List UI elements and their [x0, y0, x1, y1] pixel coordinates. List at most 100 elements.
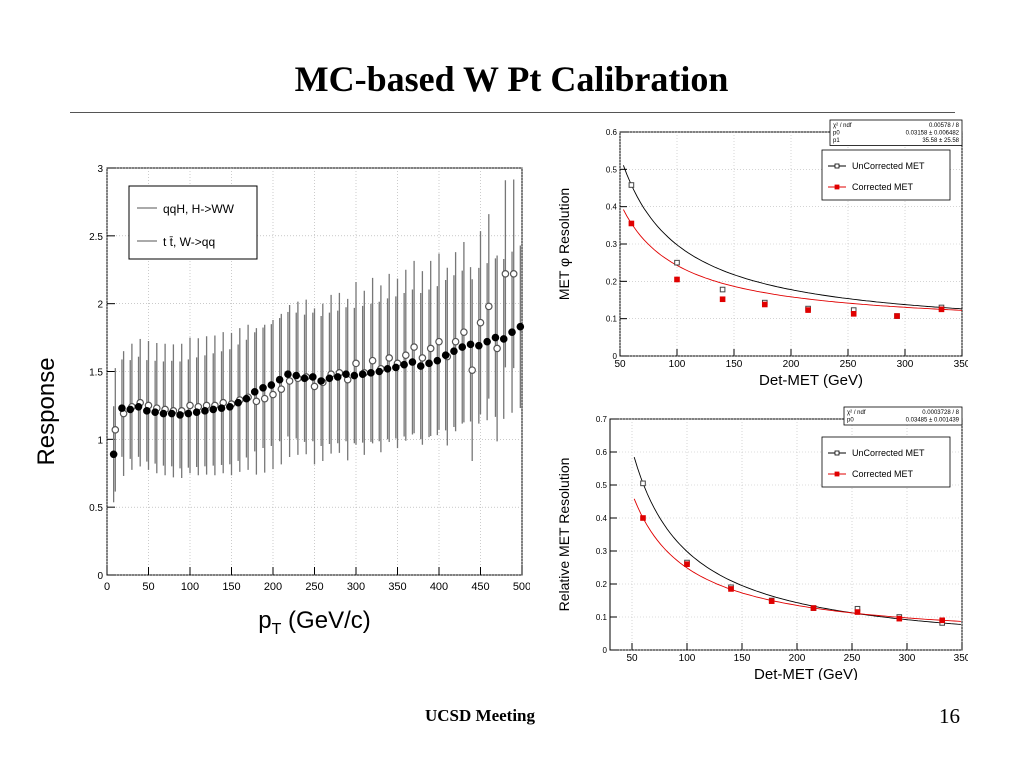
x-tick-label: 150	[222, 581, 240, 593]
fit-curve	[622, 165, 963, 310]
data-point-ttbar	[350, 371, 359, 380]
y-tick-label: 0.6	[596, 448, 608, 457]
y-tick-label: 0.4	[606, 203, 618, 212]
legend-label: Corrected MET	[852, 469, 914, 479]
data-point-ttbar	[508, 328, 516, 336]
x-tick-label: 200	[264, 581, 282, 593]
x-tick-label: 300	[897, 359, 914, 370]
data-point-ttbar	[309, 373, 317, 381]
data-point-qqh	[385, 354, 394, 362]
x-axis-label: Det-MET (GeV)	[754, 666, 858, 680]
y-tick-label: 0.3	[596, 547, 608, 556]
data-point-corrected	[805, 307, 811, 313]
data-point-ttbar	[358, 370, 367, 379]
x-tick-label: 200	[783, 359, 800, 370]
data-point-ttbar	[483, 337, 491, 346]
data-point-ttbar	[516, 322, 525, 331]
data-point-qqh	[451, 337, 460, 346]
y-tick-label: 2	[97, 300, 103, 311]
data-point-qqh	[368, 356, 377, 365]
data-point-ttbar	[151, 408, 159, 417]
legend-marker	[834, 163, 840, 169]
data-point-ttbar	[176, 411, 184, 419]
y-tick-label: 0.4	[596, 514, 608, 523]
page-number: 16	[939, 704, 960, 728]
stats-name: p1	[833, 138, 840, 144]
data-point-ttbar	[226, 402, 234, 411]
data-point-qqh	[410, 343, 418, 351]
data-point-corrected	[761, 301, 768, 308]
x-tick-label: 350	[954, 359, 968, 370]
data-point-ttbar	[217, 404, 226, 412]
data-point-ttbar	[300, 374, 309, 383]
data-point-ttbar	[425, 359, 433, 368]
y-tick-label: 0.5	[596, 481, 608, 490]
title-divider	[70, 112, 955, 113]
data-point-qqh	[418, 354, 427, 362]
data-point-qqh	[484, 302, 493, 311]
x-tick-label: 350	[388, 581, 406, 593]
stats-name: p0	[847, 418, 854, 424]
data-point-qqh	[426, 344, 435, 353]
y-tick-label: 0.6	[606, 128, 618, 137]
stats-value: 0.03485 ± 0.001439	[906, 418, 960, 424]
stats-value: 35.58 ± 25.58	[922, 138, 959, 144]
data-point-qqh	[269, 390, 277, 399]
data-point-qqh	[493, 344, 501, 353]
y-tick-label: 3	[97, 164, 103, 175]
fit-curve	[633, 498, 961, 622]
stats-box	[843, 406, 963, 426]
stats-box	[829, 119, 963, 146]
data-point-qqh	[460, 328, 468, 336]
data-point-ttbar	[275, 375, 284, 384]
x-tick-label: 250	[305, 581, 323, 593]
data-point-qqh	[501, 270, 510, 278]
x-tick-label: 100	[679, 653, 696, 664]
data-point-ttbar	[184, 409, 193, 418]
data-point-ttbar	[441, 351, 450, 360]
data-point-ttbar	[242, 394, 251, 403]
data-point-qqh	[476, 318, 485, 327]
legend-marker	[834, 471, 840, 477]
data-point-qqh	[111, 426, 120, 434]
y-tick-label: 0.1	[606, 315, 618, 324]
legend-box	[821, 436, 951, 488]
x-axis-label: pT (GeV/c)	[258, 607, 370, 638]
data-point-ttbar	[466, 340, 475, 349]
data-point-qqh	[509, 270, 518, 278]
data-point-qqh	[252, 397, 261, 406]
x-tick-label: 50	[614, 359, 626, 370]
x-tick-label: 450	[471, 581, 489, 593]
data-point-qqh	[285, 377, 294, 385]
data-point-ttbar	[342, 370, 350, 379]
fit-curve	[633, 456, 961, 625]
data-point-uncorrected	[640, 480, 646, 487]
legend-box	[821, 149, 951, 201]
data-point-ttbar	[134, 402, 143, 411]
data-point-qqh	[260, 394, 269, 403]
data-point-corrected	[684, 561, 690, 567]
slide-title: MC-based W Pt Calibration	[294, 59, 729, 99]
y-axis-label: Relative MET Resolution	[556, 458, 572, 612]
stats-value: 0.00578 / 8	[929, 123, 960, 129]
y-tick-label: 0.7	[596, 415, 608, 424]
data-point-qqh	[310, 382, 319, 391]
data-point-ttbar	[416, 362, 425, 370]
x-tick-label: 300	[347, 581, 365, 593]
data-point-corrected	[628, 220, 635, 227]
legend-label: qqH, H->WW	[163, 202, 235, 216]
data-point-ttbar	[267, 381, 276, 389]
x-tick-label: 50	[142, 581, 154, 593]
y-tick-label: 1	[97, 435, 103, 446]
stats-value: 0.03158 ± 0.006482	[906, 131, 960, 137]
data-point-ttbar	[458, 343, 467, 351]
y-tick-label: 0	[613, 352, 618, 361]
data-point-ttbar	[450, 347, 458, 355]
legend-label: Corrected MET	[852, 182, 914, 192]
y-tick-label: 0.2	[606, 277, 618, 286]
y-tick-label: 0	[603, 646, 608, 655]
data-point-corrected	[728, 586, 734, 592]
stats-value: 0.0003728 / 8	[922, 410, 959, 416]
stats-name: p0	[833, 131, 840, 137]
data-point-qqh	[401, 351, 410, 360]
